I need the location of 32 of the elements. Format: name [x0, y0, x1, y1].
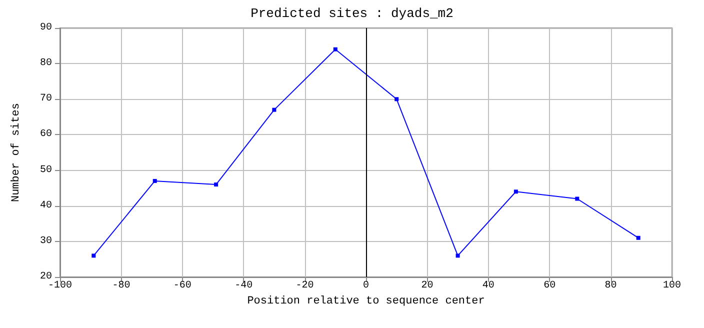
x-tick-label: 60 — [544, 280, 556, 292]
point — [636, 236, 640, 240]
x-tick-label: -60 — [173, 280, 192, 292]
x-tick-label: 0 — [362, 280, 370, 292]
x-axis-title: Position relative to sequence center — [247, 295, 485, 308]
y-tick-label: 80 — [40, 58, 52, 70]
y-tick-label: 40 — [40, 200, 52, 212]
x-tick-label: 100 — [662, 280, 682, 292]
point — [214, 182, 218, 187]
y-tick-label: 20 — [40, 272, 52, 282]
y-tick-label: 90 — [40, 22, 52, 34]
point — [152, 178, 157, 183]
x-tick-label: 20 — [421, 280, 434, 292]
point — [456, 254, 460, 258]
y-tick-label: 70 — [40, 94, 52, 105]
point — [272, 108, 276, 112]
x-tick-label: -40 — [234, 280, 253, 292]
x-tick-label: -20 — [296, 280, 314, 292]
point — [333, 47, 338, 52]
y-tick-label: 60 — [40, 129, 52, 140]
y-tick-label: 50 — [40, 164, 52, 176]
y-axis-title: Number of sites — [10, 102, 22, 202]
chart-title: Predicted sites : dyads_m2 — [250, 6, 454, 21]
y-tick-label: 30 — [40, 236, 52, 247]
x-tick-label: 80 — [604, 280, 617, 292]
point — [92, 254, 96, 258]
point — [394, 97, 399, 102]
point — [514, 190, 518, 194]
x-tick-label: -80 — [112, 280, 130, 292]
x-tick-label: 40 — [482, 280, 494, 292]
point — [575, 196, 580, 201]
x-tick-label: -100 — [48, 280, 72, 292]
